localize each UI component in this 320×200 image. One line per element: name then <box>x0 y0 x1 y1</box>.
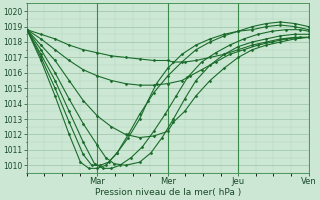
X-axis label: Pression niveau de la mer( hPa ): Pression niveau de la mer( hPa ) <box>95 188 241 197</box>
